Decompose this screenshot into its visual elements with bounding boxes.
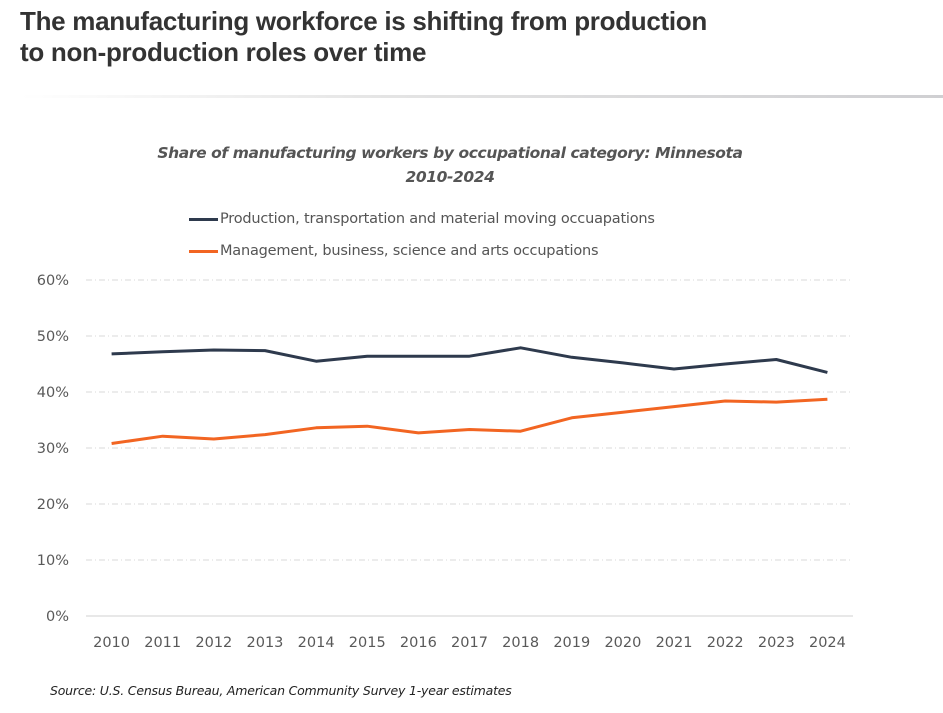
header-divider (20, 95, 943, 98)
x-tick-label: 2015 (349, 635, 386, 651)
x-tick-label: 2010 (93, 635, 130, 651)
y-axis: 0% 10% 20% 30% 40% 50% 60% (37, 273, 69, 625)
gridlines (86, 279, 853, 617)
x-tick-label: 2024 (809, 635, 846, 651)
legend-label-production: Production, transportation and material … (220, 211, 655, 227)
y-tick-label: 30% (37, 441, 69, 457)
legend-item-production: Production, transportation and material … (189, 203, 655, 235)
x-tick-label: 2014 (298, 635, 335, 651)
x-axis: 2010 2011 2012 2013 2014 2015 2016 2017 2018 2019… (93, 635, 846, 651)
x-tick-label: 2019 (553, 635, 590, 651)
legend-item-management: Management, business, science and arts o… (189, 235, 655, 267)
source-note: Source: U.S. Census Bureau, American Com… (50, 683, 512, 698)
x-tick-label: 2016 (400, 635, 437, 651)
series-line-management (111, 397, 828, 445)
x-tick-label: 2018 (502, 635, 539, 651)
legend-swatch-management (189, 249, 218, 253)
y-tick-label: 10% (37, 553, 69, 569)
series-line-production (111, 346, 828, 374)
headline-line-2: to non-production roles over time (20, 37, 427, 67)
headline-line-1: The manufacturing workforce is shifting … (20, 6, 707, 36)
headline: The manufacturing workforce is shifting … (20, 6, 900, 68)
y-tick-label: 60% (37, 273, 69, 289)
x-tick-label: 2012 (195, 635, 232, 651)
y-tick-label: 40% (37, 385, 69, 401)
x-tick-label: 2011 (144, 635, 181, 651)
legend-swatch-production (189, 217, 218, 221)
series-lines (111, 346, 828, 445)
x-tick-label: 2021 (656, 635, 693, 651)
y-tick-label: 0% (46, 609, 69, 625)
x-tick-label: 2017 (451, 635, 488, 651)
y-tick-label: 20% (37, 497, 69, 513)
x-tick-label: 2023 (758, 635, 795, 651)
chart-title: Share of manufacturing workers by occupa… (100, 141, 800, 189)
x-tick-label: 2022 (707, 635, 744, 651)
y-tick-label: 50% (37, 329, 69, 345)
chart-legend: Production, transportation and material … (189, 203, 655, 267)
chart-subtitle: 2010-2024 (405, 168, 495, 186)
legend-label-management: Management, business, science and arts o… (220, 243, 599, 259)
x-tick-label: 2020 (604, 635, 641, 651)
chart-title-main: Share of manufacturing workers by occupa… (157, 144, 743, 162)
x-tick-label: 2013 (247, 635, 284, 651)
